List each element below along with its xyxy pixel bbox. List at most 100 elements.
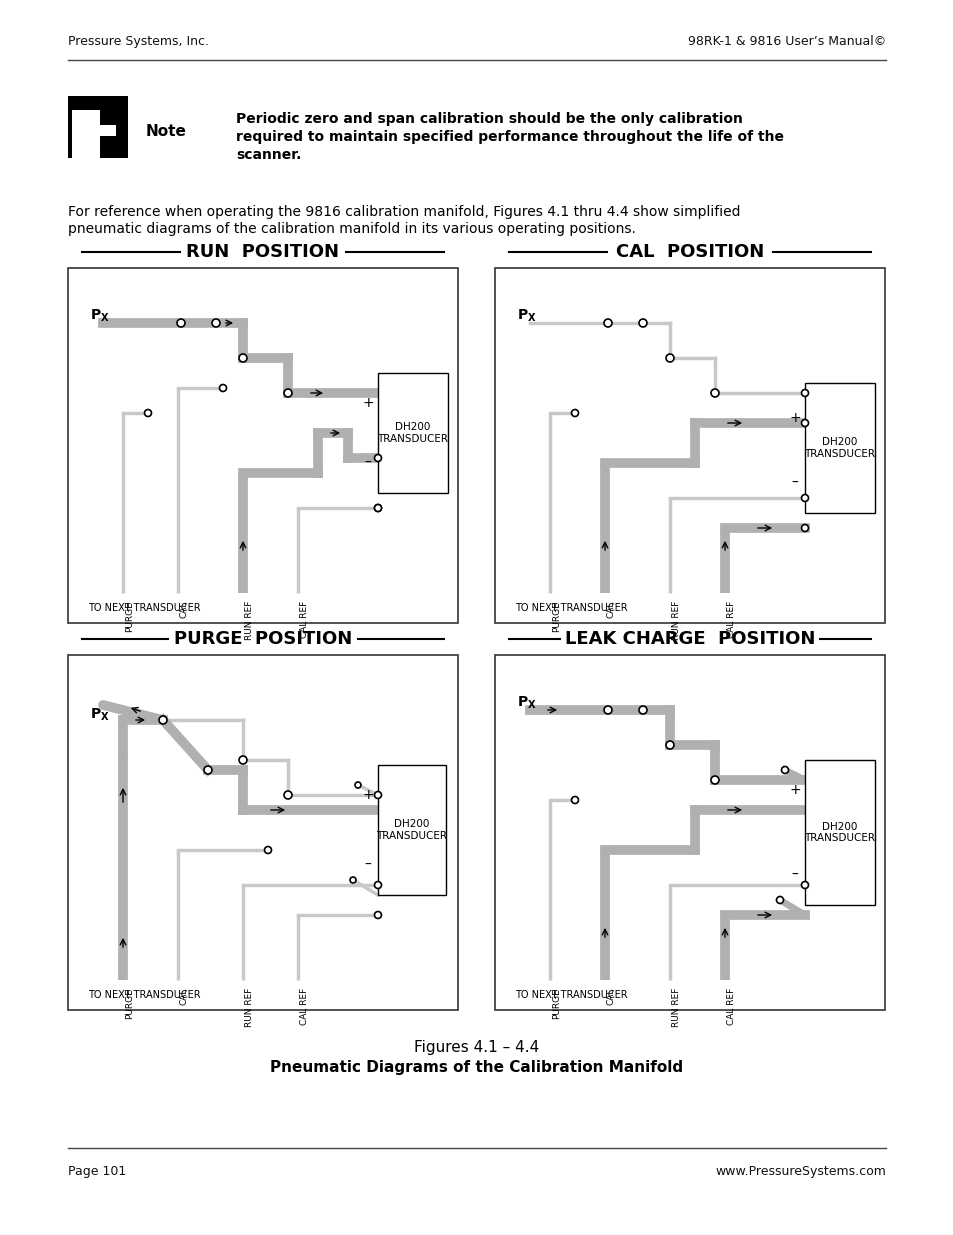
Text: TO NEXT TRANSDUCER: TO NEXT TRANSDUCER xyxy=(515,990,627,1000)
Circle shape xyxy=(355,782,360,788)
Circle shape xyxy=(264,846,272,853)
Circle shape xyxy=(144,410,152,416)
Circle shape xyxy=(284,389,292,396)
Circle shape xyxy=(801,389,807,396)
Bar xyxy=(94,125,116,136)
Circle shape xyxy=(375,505,381,511)
Text: $\mathbf{P_X}$: $\mathbf{P_X}$ xyxy=(517,308,537,325)
Text: DH200
TRANSDUCER: DH200 TRANSDUCER xyxy=(376,819,447,841)
Text: DH200
TRANSDUCER: DH200 TRANSDUCER xyxy=(803,821,875,844)
Circle shape xyxy=(801,882,807,888)
Circle shape xyxy=(212,319,220,327)
Bar xyxy=(71,149,100,158)
Text: CAL REF: CAL REF xyxy=(726,988,735,1025)
Text: Figures 4.1 – 4.4: Figures 4.1 – 4.4 xyxy=(414,1040,539,1055)
Circle shape xyxy=(665,741,673,748)
Text: CAL REF: CAL REF xyxy=(299,601,309,638)
Circle shape xyxy=(239,756,247,764)
Text: –: – xyxy=(791,868,798,882)
Bar xyxy=(68,268,457,622)
Text: www.PressureSystems.com: www.PressureSystems.com xyxy=(715,1165,885,1178)
Bar xyxy=(804,383,874,513)
Circle shape xyxy=(781,767,788,773)
Circle shape xyxy=(219,384,226,391)
Text: –: – xyxy=(364,456,371,471)
Circle shape xyxy=(375,454,381,462)
Text: Periodic zero and span calibration should be the only calibration: Periodic zero and span calibration shoul… xyxy=(235,112,742,126)
Text: PURGE: PURGE xyxy=(552,988,560,1019)
Text: RUN REF: RUN REF xyxy=(245,601,253,641)
Text: RUN REF: RUN REF xyxy=(671,601,680,641)
Circle shape xyxy=(639,319,646,327)
Text: +: + xyxy=(788,411,800,425)
Text: CAL: CAL xyxy=(606,601,616,619)
Text: TO NEXT TRANSDUCER: TO NEXT TRANSDUCER xyxy=(88,603,200,613)
Circle shape xyxy=(375,882,381,888)
Circle shape xyxy=(776,897,782,904)
Text: Pressure Systems, Inc.: Pressure Systems, Inc. xyxy=(68,35,209,48)
Text: $\mathbf{P_X}$: $\mathbf{P_X}$ xyxy=(90,706,110,724)
Circle shape xyxy=(603,319,612,327)
Text: –: – xyxy=(791,475,798,490)
Text: DH200
TRANSDUCER: DH200 TRANSDUCER xyxy=(803,437,875,458)
Bar xyxy=(804,760,874,905)
Text: LEAK CHARGE  POSITION: LEAK CHARGE POSITION xyxy=(564,630,814,648)
Text: PURGE: PURGE xyxy=(552,601,560,632)
Text: CAL  POSITION: CAL POSITION xyxy=(616,243,763,261)
Circle shape xyxy=(375,505,381,511)
Text: PURGE: PURGE xyxy=(125,601,133,632)
Bar xyxy=(495,655,884,1010)
Circle shape xyxy=(801,525,807,531)
Text: +: + xyxy=(362,788,374,802)
Text: 98RK-1 & 9816 User’s Manual©: 98RK-1 & 9816 User’s Manual© xyxy=(687,35,885,48)
Circle shape xyxy=(801,494,807,501)
Text: CAL REF: CAL REF xyxy=(299,988,309,1025)
Bar xyxy=(495,268,884,622)
Circle shape xyxy=(350,877,355,883)
Text: TO NEXT TRANSDUCER: TO NEXT TRANSDUCER xyxy=(515,603,627,613)
Circle shape xyxy=(571,797,578,804)
Circle shape xyxy=(571,410,578,416)
Circle shape xyxy=(639,706,646,714)
Circle shape xyxy=(177,319,185,327)
Text: Page 101: Page 101 xyxy=(68,1165,126,1178)
Circle shape xyxy=(375,911,381,919)
Text: +: + xyxy=(788,783,800,797)
Text: TO NEXT TRANSDUCER: TO NEXT TRANSDUCER xyxy=(88,990,200,1000)
Circle shape xyxy=(204,766,212,774)
Text: CAL: CAL xyxy=(180,601,189,619)
Text: required to maintain specified performance throughout the life of the: required to maintain specified performan… xyxy=(235,130,783,144)
Circle shape xyxy=(603,706,612,714)
Text: RUN  POSITION: RUN POSITION xyxy=(186,243,339,261)
Text: RUN REF: RUN REF xyxy=(671,988,680,1028)
Circle shape xyxy=(239,354,247,362)
Text: CAL REF: CAL REF xyxy=(726,601,735,638)
Bar xyxy=(68,96,128,158)
Text: CAL: CAL xyxy=(180,988,189,1005)
Bar xyxy=(71,110,100,152)
Circle shape xyxy=(710,776,719,784)
Bar xyxy=(68,655,457,1010)
Text: $\mathbf{P_X}$: $\mathbf{P_X}$ xyxy=(517,695,537,711)
Text: PURGE  POSITION: PURGE POSITION xyxy=(173,630,352,648)
Circle shape xyxy=(159,716,167,724)
Text: RUN REF: RUN REF xyxy=(245,988,253,1028)
Text: DH200
TRANSDUCER: DH200 TRANSDUCER xyxy=(377,422,448,443)
Circle shape xyxy=(710,389,719,396)
Text: For reference when operating the 9816 calibration manifold, Figures 4.1 thru 4.4: For reference when operating the 9816 ca… xyxy=(68,205,740,219)
Circle shape xyxy=(801,420,807,426)
Text: CAL: CAL xyxy=(606,988,616,1005)
Circle shape xyxy=(375,792,381,799)
Text: Note: Note xyxy=(146,125,187,140)
Bar xyxy=(377,373,448,493)
Bar xyxy=(377,764,446,895)
Circle shape xyxy=(284,790,292,799)
Text: PURGE: PURGE xyxy=(125,988,133,1019)
Text: scanner.: scanner. xyxy=(235,148,301,162)
Text: Pneumatic Diagrams of the Calibration Manifold: Pneumatic Diagrams of the Calibration Ma… xyxy=(270,1060,683,1074)
Text: +: + xyxy=(362,396,374,410)
Text: –: – xyxy=(364,858,371,872)
Circle shape xyxy=(665,354,673,362)
Text: pneumatic diagrams of the calibration manifold in its various operating position: pneumatic diagrams of the calibration ma… xyxy=(68,222,636,236)
Text: $\mathbf{P_X}$: $\mathbf{P_X}$ xyxy=(90,308,110,325)
